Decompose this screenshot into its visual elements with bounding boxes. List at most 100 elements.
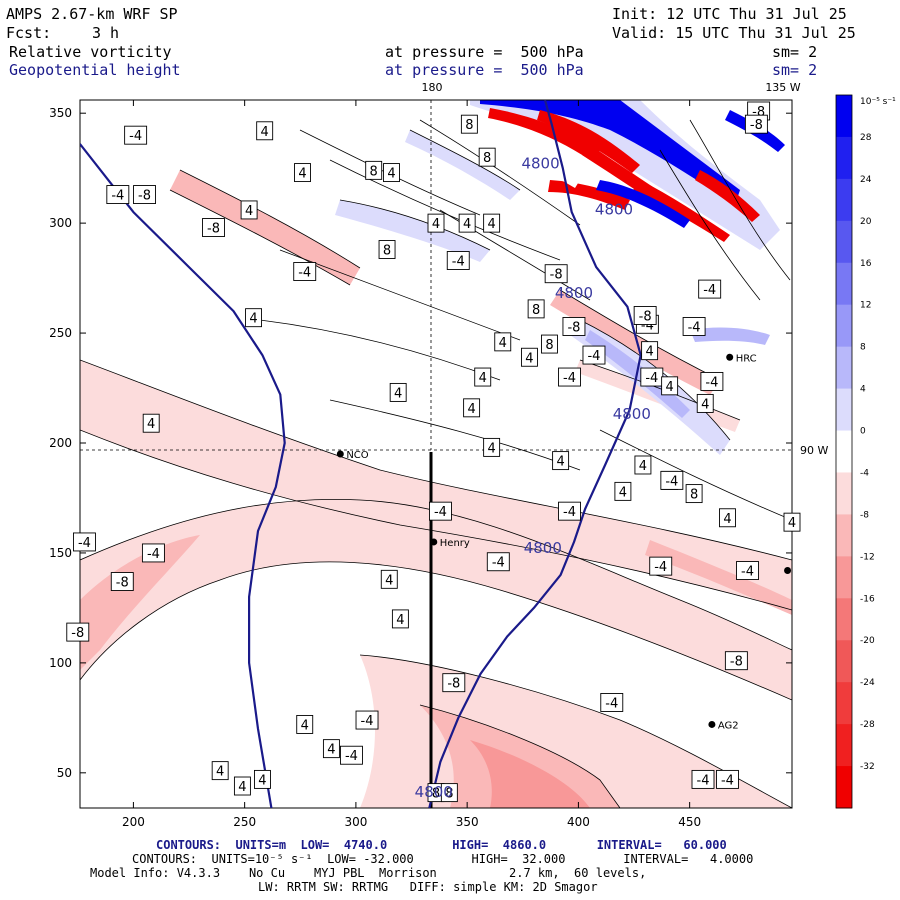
colorbar-swatch (836, 598, 852, 641)
vorticity-label-box (253, 769, 271, 789)
vorticity-shading (80, 100, 792, 808)
vorticity-label-box (429, 501, 452, 521)
y-tick-label: 350 (49, 106, 72, 120)
vorticity-label-box (478, 147, 496, 167)
vorticity-label: -4 (682, 317, 706, 336)
vorticity-label-text: -8 (639, 309, 652, 324)
vorticity-label: -4 (141, 543, 165, 563)
colorbar-label: -20 (860, 636, 875, 646)
vorticity-label-text: -8 (447, 677, 460, 692)
y-tick-label: 300 (49, 216, 72, 230)
vorticity-label-box (355, 710, 379, 730)
vorticity-label-text: -4 (697, 773, 710, 788)
colorbar: 28 24 20 16 12 8 4 0 -4 -8 -12 -16 -20 -24 -28 -32 (835, 94, 875, 809)
station-label: AG2 (718, 720, 739, 731)
vorticity-label-box (544, 264, 568, 284)
vorticity-label-box (256, 121, 274, 141)
vorticity-label-text: 8 (465, 118, 473, 133)
vorticity-label: -4 (124, 125, 148, 145)
vorticity-label-box (124, 125, 148, 145)
station-markers: NCO Henry HRC AG2 (336, 353, 792, 731)
colorbar-unit: 10⁻⁵ s⁻¹ (860, 97, 896, 107)
y-tick-label: 250 (49, 326, 72, 340)
vorticity-label-text: 4 (499, 336, 507, 351)
vorticity-label-text: 4 (645, 345, 653, 360)
vorticity-label: 8 (427, 783, 445, 803)
vorticity-label-text: -4 (654, 560, 667, 575)
vorticity-label-box (383, 163, 400, 183)
vorticity-label-text: 4 (387, 167, 395, 182)
vorticity-label-text: 4 (525, 351, 533, 366)
vorticity-label-box (682, 317, 706, 336)
vorticity-label-text: -4 (111, 189, 124, 204)
vorticity-label-text: -8 (567, 320, 580, 335)
vorticity-label-box (340, 745, 363, 765)
vorticity-label: 4 (240, 200, 258, 220)
vorticity-label: -4 (698, 279, 722, 299)
vorticity-label-text: -4 (721, 773, 734, 788)
vorticity-label: 4 (245, 308, 263, 328)
vorticity-label: 4 (233, 776, 251, 796)
vorticity-label-box (427, 213, 445, 233)
vorticity-label-text: 4 (432, 217, 440, 232)
station-label: Henry (440, 538, 470, 549)
vorticity-label: -4 (558, 501, 581, 521)
vorticity-label: 4 (696, 393, 714, 413)
vorticity-label-text: 4 (298, 167, 306, 182)
vorticity-label-box (133, 185, 156, 204)
colorbar-swatch (836, 682, 852, 725)
lon-135w-label: 135 W (765, 81, 800, 94)
colorbar-swatch (836, 304, 852, 348)
vorticity-label-text: -8 (138, 189, 151, 204)
height-labels: 4800 4800 4800 4800 4800 4800 (415, 154, 651, 801)
vorticity-label-box (558, 501, 581, 521)
vorticity-label-text: -4 (665, 474, 678, 489)
vorticity-label: 4 (296, 714, 314, 734)
forecast-hour: 3 h (92, 24, 120, 42)
vorticity-label: 4 (142, 413, 160, 433)
station-dot (708, 720, 716, 728)
vorticity-label-text: -4 (492, 556, 505, 571)
vorticity-label: 4 (634, 455, 652, 475)
forecast-label: Fcst: (6, 24, 52, 42)
vorticity-label: -4 (649, 556, 673, 576)
vorticity-label: -4 (72, 532, 96, 552)
vorticity-label-text: -8 (550, 268, 563, 283)
colorbar-label: 16 (860, 259, 872, 269)
colorbar-label: -24 (860, 678, 875, 688)
vorticity-label-text: 4 (479, 371, 487, 386)
height-label: 4800 (613, 405, 651, 423)
vorticity-label-box (661, 376, 679, 396)
colorbar-swatch (836, 514, 852, 557)
vorticity-label: -4 (660, 470, 684, 490)
x-tick-label: 400 (567, 815, 590, 829)
colorbar-label: -16 (860, 594, 875, 604)
colorbar-swatch (836, 766, 852, 809)
vorticity-label-box (66, 622, 90, 642)
model-title: AMPS 2.67-km WRF SP (6, 5, 178, 23)
vorticity-label-text: -4 (434, 505, 447, 520)
init-time: Init: 12 UTC Thu 31 Jul 25 (612, 5, 847, 23)
vorticity-label-text: -4 (587, 349, 600, 364)
vorticity-label-text: 4 (556, 455, 564, 470)
vorticity-label: 4 (211, 761, 229, 781)
vorticity-label: 8 (478, 147, 496, 167)
vorticity-label-box (240, 200, 258, 220)
x-tick-label: 450 (678, 815, 701, 829)
colorbar-label: -28 (860, 720, 875, 730)
vorticity-label-box (106, 185, 130, 204)
vorticity-label-box (141, 543, 165, 563)
vorticity-label-box (696, 393, 714, 413)
vorticity-label: -4 (716, 769, 739, 789)
vorticity-label: 4 (256, 121, 274, 141)
vorticity-label-box (691, 769, 715, 789)
height-label: 4800 (521, 154, 559, 172)
colorbar-swatch (836, 640, 852, 683)
vorticity-label-box (600, 693, 624, 712)
field1-name: Relative vorticity (9, 43, 172, 61)
vorticity-label-text: -4 (361, 714, 374, 729)
vorticity-label-box (700, 371, 724, 391)
vorticity-label-box (719, 508, 736, 528)
vorticity-label: 4 (552, 451, 570, 471)
